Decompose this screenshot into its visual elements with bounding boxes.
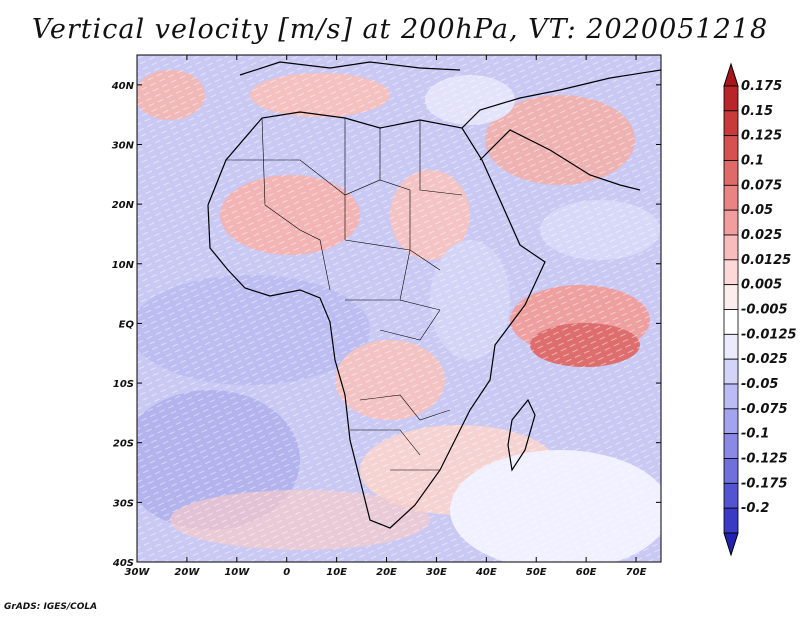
colorbar-label: 0.025 — [741, 228, 782, 243]
lon-tick-label: 70E — [626, 567, 647, 578]
colorbar-label: 0.005 — [741, 278, 782, 293]
colorbar-top-arrow — [723, 62, 739, 87]
colorbar-label: 0.05 — [741, 203, 773, 218]
grads-credit: GrADS: IGES/COLA — [4, 602, 98, 612]
colorbar-swatch — [723, 234, 739, 261]
colorbar: 0.175 0.15 0.125 0.1 0.075 0.05 0.025 0.0125 0.0… — [723, 62, 797, 557]
colorbar-label: -0.1 — [741, 427, 769, 442]
map-title: Vertical velocity [m/s] at 200hPa, VT: 2… — [31, 14, 769, 45]
lon-tick-label: 40E — [475, 567, 497, 578]
lat-tick-label: 40N — [111, 81, 135, 92]
colorbar-swatch — [723, 507, 739, 534]
colorbar-label: -0.025 — [741, 352, 788, 367]
country-borders — [226, 117, 463, 471]
lon-tick-label: 10E — [326, 567, 347, 578]
colorbar-swatch — [723, 383, 739, 410]
lon-tick-label: 0 — [283, 567, 290, 578]
longitude-axis: 30W 20W 10W 0 10E 20E 30E 40E 50E 60E 70E — [125, 55, 647, 578]
colorbar-swatch — [723, 110, 739, 137]
colorbar-label: -0.075 — [741, 402, 788, 417]
colorbar-swatch — [723, 85, 739, 112]
colorbar-label: -0.05 — [741, 377, 778, 392]
colorbar-swatch — [723, 408, 739, 435]
lon-tick-label: 10W — [224, 567, 250, 578]
colorbar-swatch — [723, 135, 739, 161]
colorbar-swatch — [723, 209, 739, 236]
colorbar-label: 0.15 — [741, 104, 773, 119]
colorbar-label: 0.0125 — [741, 253, 791, 268]
latitude-axis: 40N 30N 20N 10N EQ 10S 20S 30S 40S — [111, 81, 661, 569]
lat-tick-label: 20N — [112, 200, 135, 211]
lat-tick-label: 20S — [113, 439, 134, 450]
lat-tick-label: 40S — [112, 558, 134, 569]
lat-tick-label: 10N — [112, 260, 135, 271]
lon-tick-label: 20E — [376, 567, 397, 578]
colorbar-label: 0.175 — [741, 79, 782, 94]
lon-tick-label: 30E — [426, 567, 447, 578]
colorbar-label: -0.125 — [741, 452, 788, 467]
lat-tick-label: 10S — [113, 379, 134, 390]
colorbar-label: -0.005 — [741, 303, 788, 318]
colorbar-label: 0.075 — [741, 178, 782, 193]
colorbar-label: 0.125 — [741, 129, 782, 144]
colorbar-label: -0.175 — [741, 476, 788, 491]
colorbar-swatch — [723, 458, 739, 484]
coastlines — [207, 61, 661, 529]
colorbar-swatch — [723, 184, 739, 211]
lat-tick-label: 30S — [113, 498, 134, 509]
colorbar-swatch — [723, 284, 739, 310]
lon-tick-label: 50E — [526, 567, 547, 578]
map-frame — [136, 54, 662, 563]
lat-tick-label: EQ — [119, 319, 135, 330]
colorbar-label: -0.2 — [741, 501, 769, 516]
colorbar-swatch — [723, 309, 739, 335]
colorbar-swatch — [723, 333, 739, 360]
lon-tick-label: 60E — [576, 567, 597, 578]
lon-tick-label: 20W — [174, 567, 200, 578]
colorbar-label: 0.1 — [741, 154, 764, 169]
colorbar-swatch — [723, 160, 739, 186]
velocity-field — [137, 55, 661, 562]
colorbar-bottom-arrow — [723, 532, 739, 557]
colorbar-label: -0.0125 — [741, 327, 797, 342]
colorbar-swatch — [723, 259, 739, 286]
colorbar-swatch — [723, 358, 739, 385]
lon-tick-label: 30W — [125, 567, 151, 578]
colorbar-swatch — [723, 433, 739, 459]
lat-tick-label: 30N — [112, 140, 135, 151]
colorbar-swatch — [723, 482, 739, 509]
